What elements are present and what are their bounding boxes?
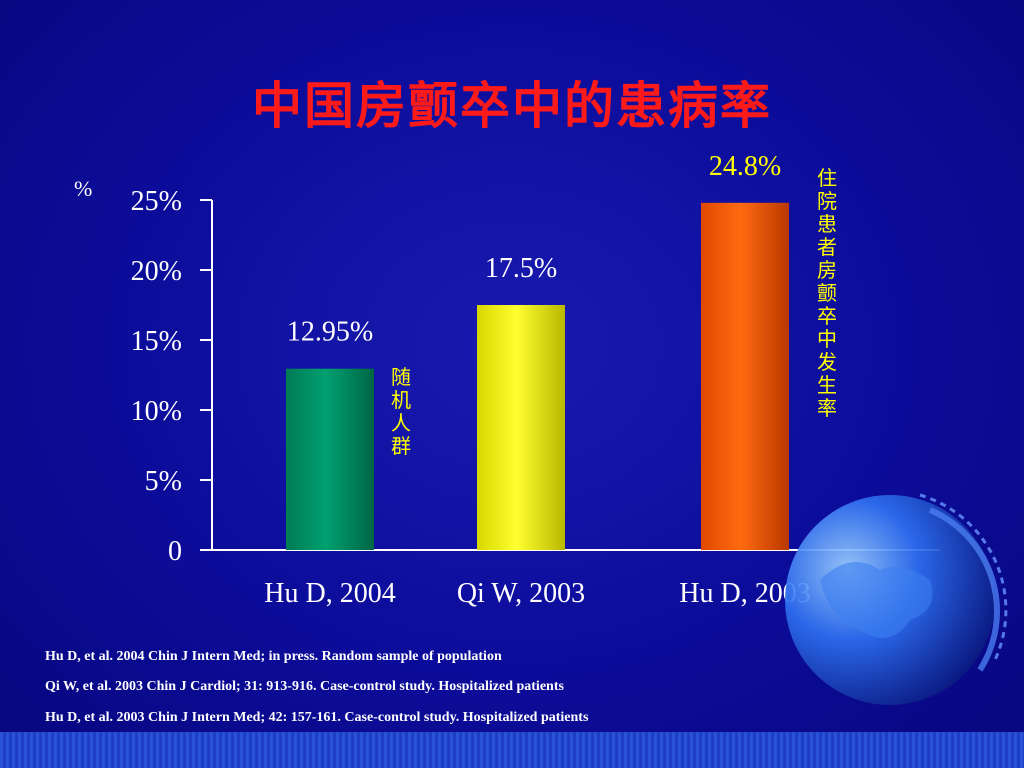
y-tick-label: 0: [168, 536, 182, 567]
bar: [286, 368, 374, 550]
y-tick-label: 20%: [131, 256, 182, 287]
y-axis-unit-label: %: [74, 176, 92, 201]
reference-1: Hu D, et al. 2004 Chin J Intern Med; in …: [45, 649, 502, 664]
x-tick-label: Hu D, 2004: [264, 578, 395, 609]
bar-annotation: 住院患者房颤卒中发生率: [817, 166, 837, 420]
data-label: 24.8%: [709, 151, 781, 182]
slide-title: 中国房颤卒中的患病率: [252, 77, 772, 135]
bar: [477, 305, 565, 550]
bar: [701, 202, 789, 551]
reference-3: Hu D, et al. 2003 Chin J Intern Med; 42:…: [45, 710, 589, 725]
x-tick-label: Qi W, 2003: [457, 578, 585, 609]
y-tick-label: 5%: [145, 466, 182, 497]
globe-decoration: [785, 493, 1008, 705]
bar-annotation: 随机人群: [391, 365, 411, 458]
bottom-band: [0, 732, 1024, 768]
y-tick-label: 10%: [131, 396, 182, 427]
data-label: 17.5%: [485, 253, 557, 284]
reference-2: Qi W, et al. 2003 Chin J Cardiol; 31: 91…: [45, 679, 564, 694]
y-tick-label: 25%: [131, 186, 182, 217]
y-tick-label: 15%: [131, 326, 182, 357]
data-label: 12.95%: [287, 317, 373, 348]
